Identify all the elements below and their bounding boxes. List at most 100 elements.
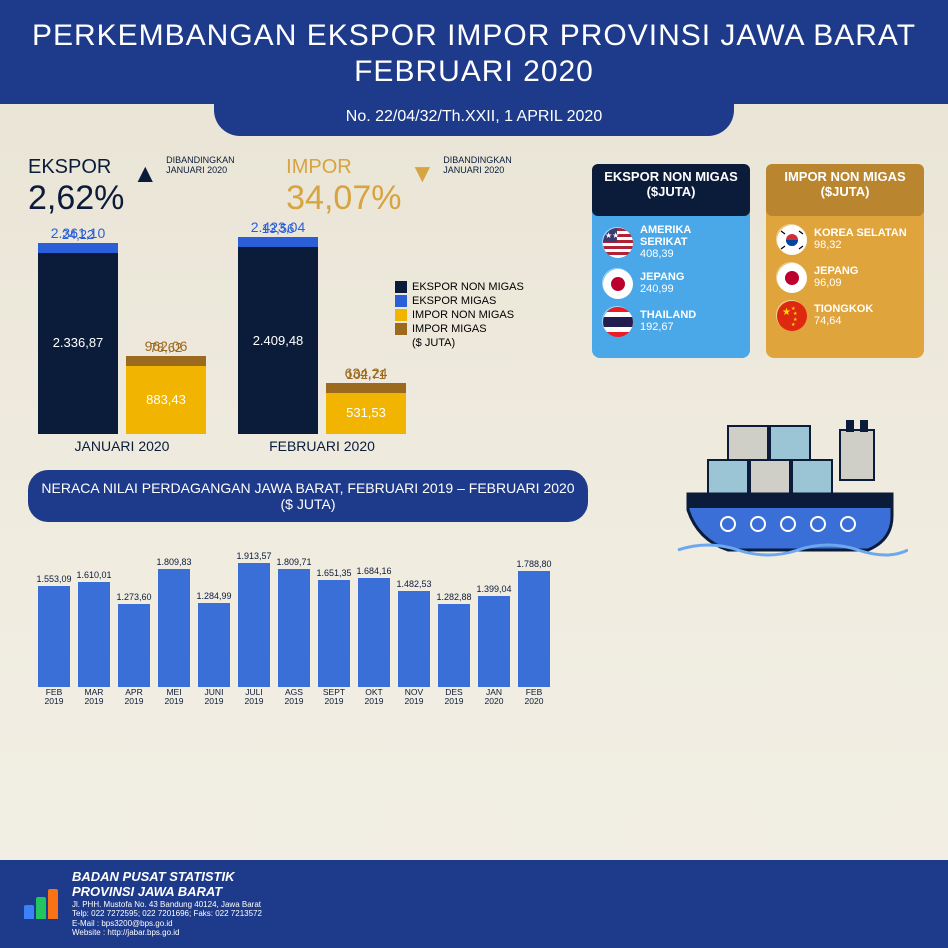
impor-pct: 34,07% — [286, 179, 401, 218]
flag-icon — [776, 224, 806, 254]
balance-value-label: 1.284,99 — [192, 591, 236, 601]
balance-bar — [158, 569, 190, 687]
trade-balance-section: NERACA NILAI PERDAGANGAN JAWA BARAT, FEB… — [28, 470, 588, 705]
balance-bar — [438, 604, 470, 687]
balance-month-label: FEB2020 — [512, 688, 556, 705]
ship-icon — [668, 400, 908, 585]
country-text: JEPANG 240,99 — [640, 271, 684, 295]
balance-bar — [398, 591, 430, 687]
balance-value-label: 1.788,80 — [512, 559, 556, 569]
balance-month-label: MEI2019 — [152, 688, 196, 705]
bar-segment: 2.409,48 — [238, 247, 318, 434]
legend-item: EKSPOR MIGAS — [395, 295, 524, 307]
ekspor-rows: ★★ AMERIKA SERIKAT 408,39 JEPANG 240,99 … — [602, 224, 740, 336]
svg-text:★: ★ — [791, 322, 796, 328]
bar-total-label: 2.361,10 — [38, 225, 118, 241]
org-l2: PROVINSI JAWA BARAT — [72, 884, 222, 899]
balance-month-label: JUNI2019 — [192, 688, 236, 705]
legend-label: EKSPOR MIGAS — [412, 295, 496, 307]
bar-segment: 13,56 — [238, 237, 318, 247]
flag-icon — [776, 262, 806, 292]
ekspor-note: DIBANDINGKAN JANUARI 2020 — [166, 156, 246, 176]
country-text: THAILAND 192,67 — [640, 309, 696, 333]
balance-bar — [238, 563, 270, 687]
country-row: ★★ AMERIKA SERIKAT 408,39 — [602, 224, 740, 260]
card-ekspor-title1: EKSPOR NON MIGAS — [604, 169, 738, 184]
legend-item: IMPOR MIGAS — [395, 323, 524, 335]
country-text: AMERIKA SERIKAT 408,39 — [640, 224, 740, 260]
group-caption: JANUARI 2020 — [38, 438, 206, 454]
country-row: THAILAND 192,67 — [602, 306, 740, 336]
country-name: JEPANG — [640, 271, 684, 283]
flag-icon: ★★★★★ — [776, 300, 806, 330]
card-ekspor-title2: ($JUTA) — [647, 184, 696, 199]
page-title: PERKEMBANGAN EKSPOR IMPOR PROVINSI JAWA … — [20, 18, 928, 90]
balance-value-label: 1.809,83 — [152, 557, 196, 567]
country-name: JEPANG — [814, 265, 858, 277]
balance-bar — [198, 603, 230, 687]
group-caption: FEBRUARI 2020 — [238, 438, 406, 454]
flag-icon — [602, 306, 632, 336]
balance-value-label: 1.553,09 — [32, 574, 76, 584]
country-value: 74,64 — [814, 315, 842, 327]
country-value: 192,67 — [640, 321, 674, 333]
country-value: 240,99 — [640, 283, 674, 295]
legend-note: ($ JUTA) — [412, 337, 524, 349]
ekspor-label: EKSPOR — [28, 156, 124, 179]
country-text: TIONGKOK 74,64 — [814, 303, 873, 327]
title-line1: PERKEMBANGAN EKSPOR IMPOR PROVINSI JAWA … — [32, 19, 916, 52]
balance-value-label: 1.610,01 — [72, 570, 116, 580]
impor-headline: IMPOR 34,07% ▼ DIBANDINGKAN JANUARI 2020 — [286, 156, 523, 218]
svg-text:★★: ★★ — [605, 231, 619, 240]
bar-total-label: 962,06 — [126, 338, 206, 354]
bar-segment: 2.336,87 — [38, 253, 118, 434]
bar-segment: 531,53 — [326, 393, 406, 434]
balance-bar — [358, 578, 390, 687]
balance-value-label: 1.482,53 — [392, 579, 436, 589]
country-text: KOREA SELATAN 98,32 — [814, 227, 907, 251]
balance-month-label: DES2019 — [432, 688, 476, 705]
arrow-up-icon: ▲ — [132, 160, 158, 186]
balance-month-label: JAN2020 — [472, 688, 516, 705]
country-cards: EKSPOR NON MIGAS ($JUTA) ★★ AMERIKA SERI… — [592, 164, 924, 358]
balance-month-label: MAR2019 — [72, 688, 116, 705]
balance-value-label: 1.913,57 — [232, 551, 276, 561]
country-text: JEPANG 96,09 — [814, 265, 858, 289]
balance-bar — [478, 596, 510, 687]
legend-item: EKSPOR NON MIGAS — [395, 281, 524, 293]
legend: EKSPOR NON MIGAS EKSPOR MIGAS IMPOR NON MI… — [395, 281, 524, 351]
balance-month-label: APR2019 — [112, 688, 156, 705]
trade-balance-title: NERACA NILAI PERDAGANGAN JAWA BARAT, FEB… — [28, 470, 588, 522]
flag-icon: ★★ — [602, 227, 632, 257]
bar-segment: 883,43 — [126, 366, 206, 435]
svg-text:★: ★ — [782, 307, 791, 318]
content: EKSPOR 2,62% ▲ DIBANDINGKAN JANUARI 2020… — [0, 136, 948, 705]
country-name: KOREA SELATAN — [814, 227, 907, 239]
balance-month-label: JULI2019 — [232, 688, 276, 705]
segment-label: 2.336,87 — [38, 335, 118, 350]
footer-text: BADAN PUSAT STATISTIK PROVINSI JAWA BARA… — [72, 870, 262, 938]
title-line2: FEBRUARI 2020 — [354, 55, 594, 88]
legend-label: IMPOR NON MIGAS — [412, 309, 514, 321]
card-impor-head: IMPOR NON MIGAS ($JUTA) — [766, 164, 924, 216]
balance-bar — [38, 586, 70, 687]
arrow-down-icon: ▼ — [409, 160, 435, 186]
card-ekspor: EKSPOR NON MIGAS ($JUTA) ★★ AMERIKA SERI… — [592, 164, 750, 358]
addr-l2: Telp: 022 7272595; 022 7201696; Faks: 02… — [72, 909, 262, 918]
country-row: KOREA SELATAN 98,32 — [776, 224, 914, 254]
country-row: JEPANG 240,99 — [602, 268, 740, 298]
country-name: AMERIKA SERIKAT — [640, 224, 691, 248]
card-ekspor-head: EKSPOR NON MIGAS ($JUTA) — [592, 164, 750, 216]
country-name: TIONGKOK — [814, 303, 873, 315]
addr-l3: E-Mail : bps3200@bps.go.id — [72, 919, 173, 928]
impor-note: DIBANDINGKAN JANUARI 2020 — [443, 156, 523, 176]
card-impor-title2: ($JUTA) — [821, 184, 870, 199]
footer: BADAN PUSAT STATISTIK PROVINSI JAWA BARA… — [0, 860, 948, 948]
country-value: 96,09 — [814, 277, 842, 289]
addr-l4: Website : http://jabar.bps.go.id — [72, 928, 179, 937]
bar-segment: 102,71 — [326, 383, 406, 393]
country-row: JEPANG 96,09 — [776, 262, 914, 292]
country-row: ★★★★★ TIONGKOK 74,64 — [776, 300, 914, 330]
swatch-icon — [395, 323, 407, 335]
segment-label: 2.409,48 — [238, 333, 318, 348]
